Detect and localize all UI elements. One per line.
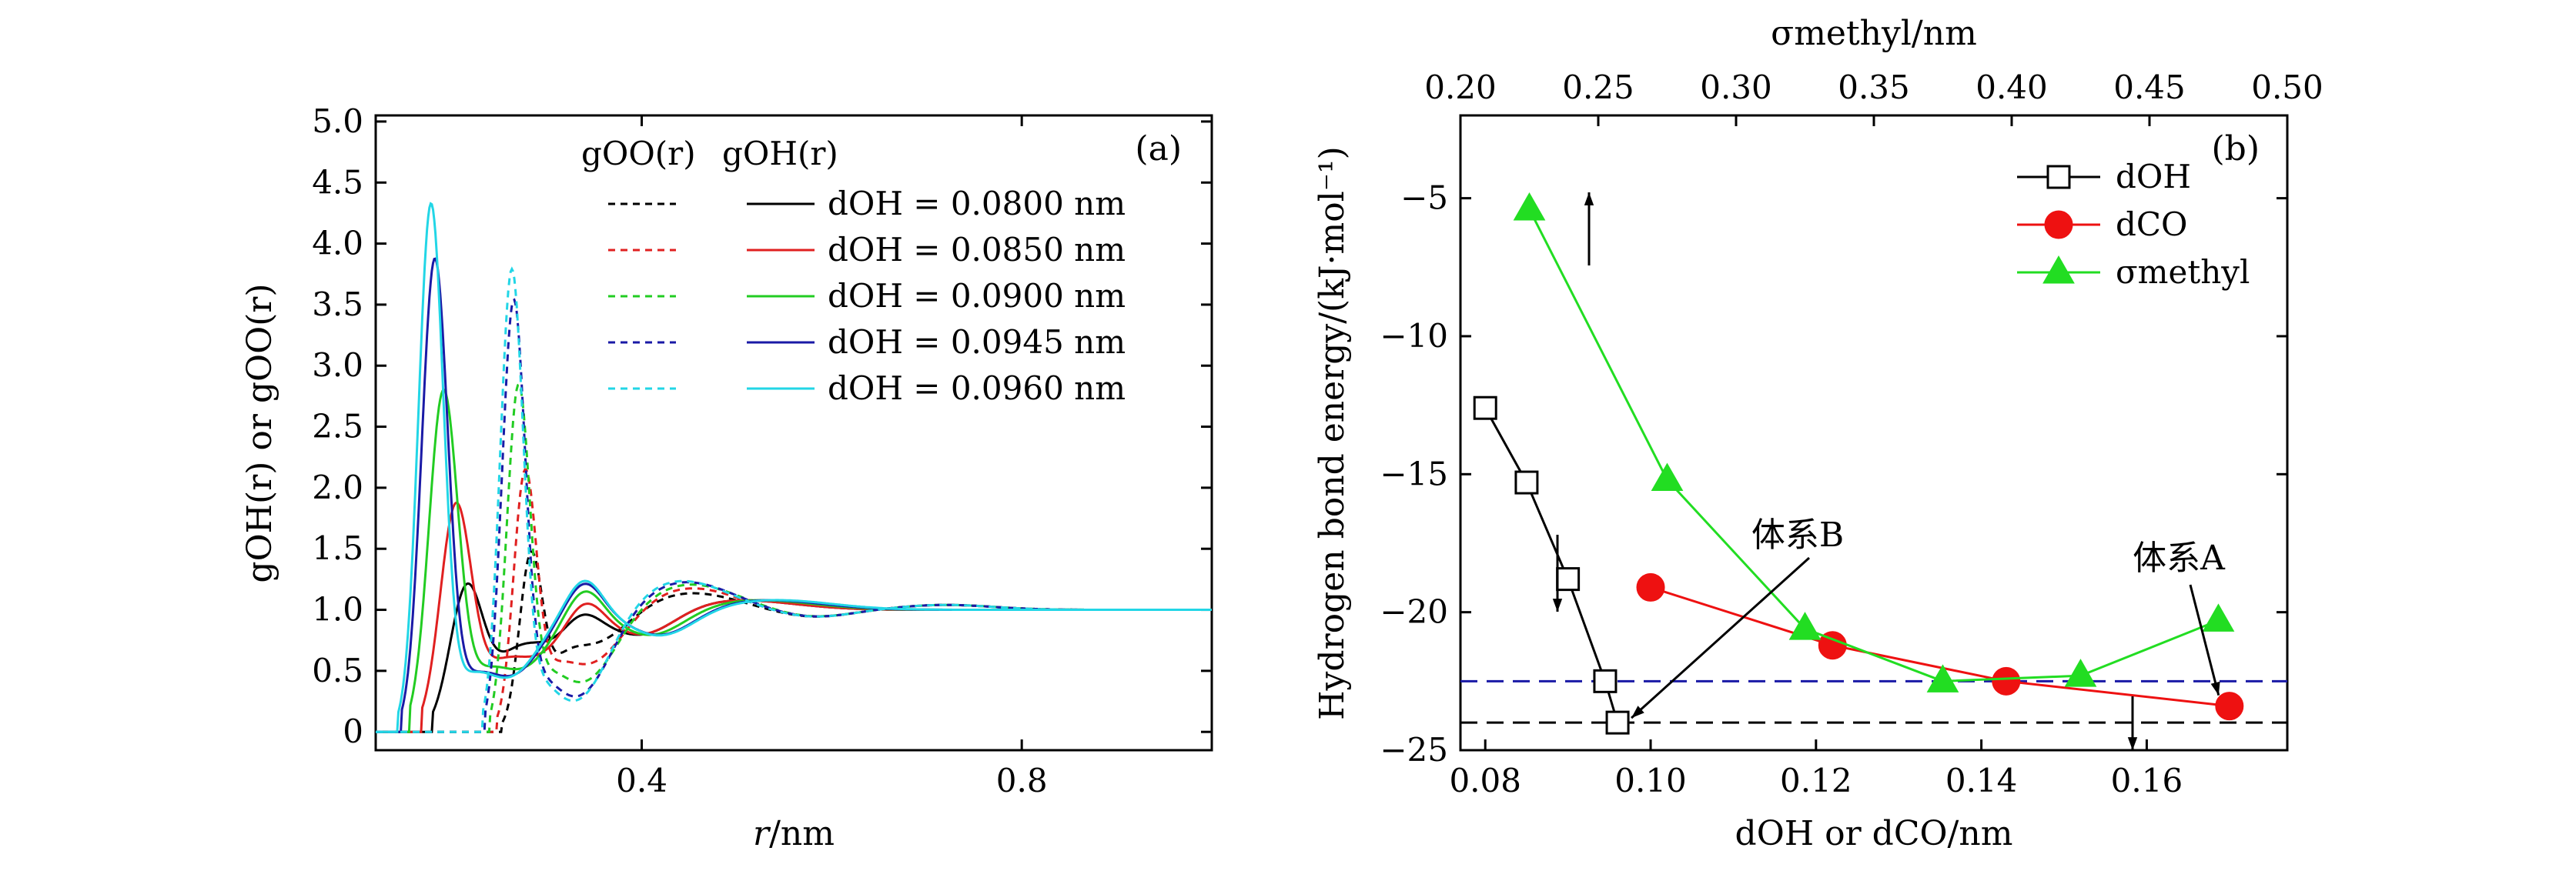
panel-a-xlabel-var: r: [753, 814, 771, 853]
y-tick-label: −25: [1380, 731, 1448, 769]
panel-b-top-ticks: 0.20 0.25 0.30 0.35 0.40 0.45 0.50: [1424, 68, 2323, 126]
panel-a-y-ticks: 0 0.5 1.0 1.5 2.0 2.5 3.0 3.5 4.0 4.5 5.0: [312, 102, 1212, 750]
legend-marker-0: [2046, 165, 2071, 189]
y-tick-label: 3.0: [312, 346, 363, 384]
point-σmethyl-1: [1651, 462, 1684, 491]
x-tick-label: 0.14: [1945, 762, 2018, 799]
legend-label-0: dOH: [2116, 158, 2191, 195]
point-dCO-3: [2215, 692, 2244, 721]
x-tick-label: 0.10: [1614, 762, 1687, 799]
axis-arrow-bottom-head: [2127, 737, 2138, 750]
point-dCO-0: [1636, 572, 1665, 602]
y-tick-label: −15: [1380, 455, 1448, 492]
point-dOH-2: [1556, 567, 1581, 592]
y-tick-label: −5: [1400, 179, 1448, 217]
x-tick-label: 0.12: [1780, 762, 1852, 799]
legend-label-2: σmethyl: [2116, 253, 2250, 291]
y-tick-label: −10: [1380, 317, 1448, 355]
top-x-tick-label: 0.50: [2251, 68, 2323, 106]
top-x-tick-label: 0.20: [1424, 68, 1497, 106]
y-tick-label: 1.5: [312, 529, 363, 567]
point-σmethyl-4: [2064, 659, 2097, 687]
point-dCO-2: [1992, 666, 2021, 696]
goo-curve-2: [376, 382, 1212, 733]
top-x-tick-label: 0.40: [1975, 68, 2048, 106]
axis-arrow-top-head: [1584, 192, 1594, 205]
top-x-tick-label: 0.35: [1838, 68, 1910, 106]
x-tick-label: 0.08: [1449, 762, 1521, 799]
y-tick-label: 3.5: [312, 285, 363, 323]
legend-header-goo: gOO(r): [581, 135, 696, 172]
legend-label-4: dOH = 0.0960 nm: [828, 369, 1126, 407]
legend-label-1: dOH = 0.0850 nm: [828, 231, 1126, 269]
panel-a-x-ticks: 0.4 0.8: [616, 115, 1048, 799]
series-line-dCO: [1650, 586, 2230, 708]
y-tick-label: 0.5: [312, 652, 363, 689]
panel-a-legend: gOO(r) gOH(r) dOH = 0.0800 nm dOH = 0.085…: [581, 135, 1126, 407]
legend-label-0: dOH = 0.0800 nm: [828, 185, 1126, 222]
top-x-tick-label: 0.25: [1562, 68, 1634, 106]
axis-arrow-down-head: [1552, 599, 1563, 612]
annotation-arrow-b: [1631, 556, 1811, 719]
panel-b-legend: dOH dCO σmethyl: [2017, 158, 2250, 291]
x-tick-label: 0.16: [2111, 762, 2183, 799]
panel-b-ylabel: Hydrogen bond energy/(kJ·mol⁻¹): [1313, 146, 1352, 720]
panel-a-xlabel-unit: /nm: [769, 814, 835, 853]
y-tick-label: 2.5: [312, 408, 363, 446]
legend-marker-2: [2042, 255, 2075, 284]
y-tick-label: 4.5: [312, 163, 363, 201]
y-tick-label: −20: [1380, 593, 1448, 631]
panel-a-label: (a): [1135, 129, 1182, 169]
point-σmethyl-3: [1926, 664, 1959, 692]
point-dOH-1: [1514, 470, 1539, 495]
goh-curve-1: [376, 501, 1212, 733]
y-tick-label: 5.0: [312, 102, 363, 140]
y-tick-label: 2.0: [312, 469, 363, 506]
point-σmethyl-0: [1513, 192, 1546, 221]
panel-b-xlabel: dOH or dCO/nm: [1735, 814, 2013, 853]
x-tick-label: 0.4: [616, 762, 667, 799]
annotation-arrow-a-head: [2210, 681, 2220, 696]
goo-curve-4: [376, 266, 1212, 733]
x-tick-label: 0.8: [996, 762, 1048, 799]
panel-a-ylabel: gOH(r) or gOO(r): [240, 283, 279, 582]
panel-a-curves: [376, 202, 1212, 733]
panel-a-xlabel: r/nm: [753, 814, 835, 853]
point-dOH-4: [1605, 710, 1630, 735]
annotation-system-b: 体系B: [1751, 516, 1844, 555]
panel-b: −5 −10 −15 −20 −25 0.08 0.10 0.12 0.14 0.16 0.20…: [1313, 14, 2323, 853]
panel-b-arrows: [1552, 192, 2220, 750]
y-tick-label: 1.0: [312, 591, 363, 629]
y-tick-label: 0: [343, 712, 363, 750]
annotation-arrow-b-head: [1631, 706, 1644, 719]
point-dOH-3: [1593, 669, 1618, 693]
y-tick-label: 4.0: [312, 225, 363, 262]
panel-b-y-ticks: −5 −10 −15 −20 −25: [1380, 179, 2287, 769]
point-σmethyl-5: [2202, 603, 2235, 632]
point-σmethyl-2: [1788, 612, 1822, 640]
panel-b-top-xlabel: σmethyl/nm: [1771, 14, 1977, 53]
panel-b-label: (b): [2212, 129, 2260, 169]
panel-b-reference-lines: [1460, 679, 2287, 724]
panel-b-x-ticks: 0.08 0.10 0.12 0.14 0.16: [1449, 739, 2183, 799]
annotation-arrow-a: [2189, 584, 2220, 696]
legend-header-goh: gOH(r): [722, 135, 838, 172]
goh-curve-4: [376, 202, 1212, 733]
top-x-tick-label: 0.45: [2113, 68, 2186, 106]
legend-label-3: dOH = 0.0945 nm: [828, 323, 1126, 361]
annotation-system-a: 体系A: [2133, 539, 2226, 578]
panel-a-frame: [374, 114, 1213, 752]
point-dOH-0: [1473, 395, 1497, 420]
legend-marker-1: [2044, 210, 2073, 239]
legend-label-2: dOH = 0.0900 nm: [828, 277, 1126, 315]
panel-a: 0 0.5 1.0 1.5 2.0 2.5 3.0 3.5 4.0 4.5 5.0 0.4 0.8 (…: [240, 102, 1213, 853]
series-line-σmethyl: [1528, 209, 2220, 682]
top-x-tick-label: 0.30: [1700, 68, 1772, 106]
legend-label-1: dCO: [2116, 205, 2187, 243]
panel-b-series: [1473, 192, 2244, 735]
